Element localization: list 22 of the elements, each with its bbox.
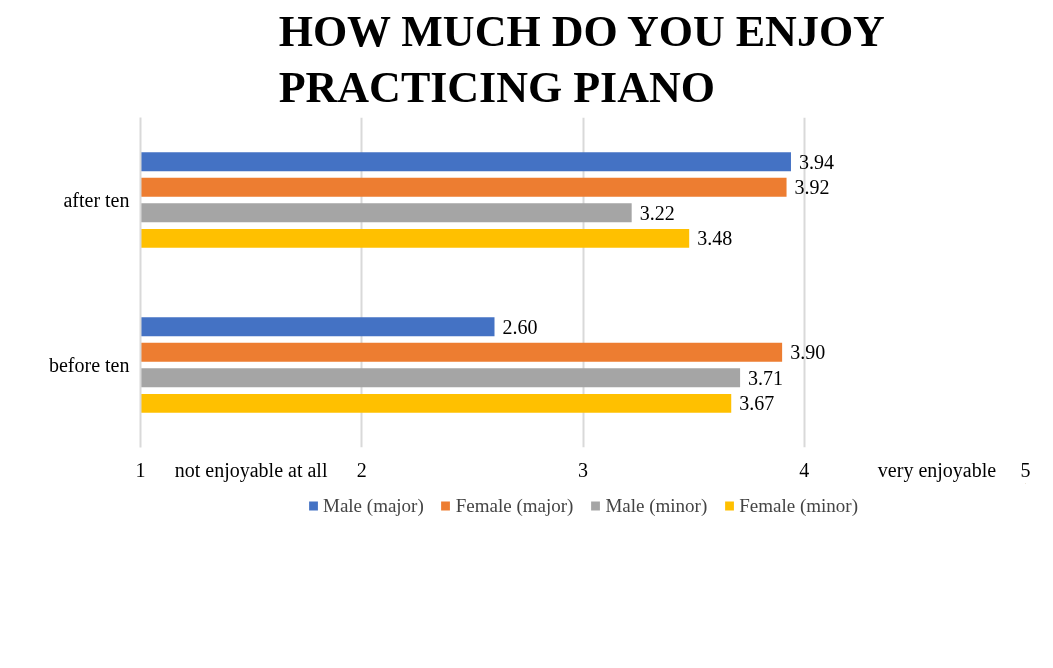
legend-label: Female (minor) <box>739 494 858 517</box>
data-label: 3.22 <box>639 201 675 224</box>
data-label: 3.67 <box>739 392 775 415</box>
legend-label: Male (major) <box>323 494 424 517</box>
data-label: 3.71 <box>748 366 784 389</box>
data-label: 2.60 <box>502 315 538 338</box>
x-tick-label: very enjoyable <box>877 458 997 482</box>
data-label: 3.92 <box>794 176 830 199</box>
x-tick-label: 4 <box>799 458 810 481</box>
legend-label: Male (minor) <box>605 494 708 517</box>
data-label: 3.90 <box>790 341 826 364</box>
x-tick-label: 2 <box>356 458 367 481</box>
y-tick-label: after ten <box>63 189 130 211</box>
legend-label: Female (major) <box>455 494 574 517</box>
data-label: 3.94 <box>798 150 834 173</box>
chart-title: HOW MUCH DO YOU ENJOY PRACTICING PIANO <box>278 7 885 113</box>
x-tick-label: not enjoyable at all <box>174 458 328 482</box>
x-tick-label: 1 <box>135 458 146 481</box>
x-tick-label: 3 <box>578 458 588 481</box>
data-label: 3.48 <box>697 227 733 250</box>
y-tick-label: before ten <box>48 354 130 376</box>
x-tick-label: 5 <box>1020 458 1031 481</box>
